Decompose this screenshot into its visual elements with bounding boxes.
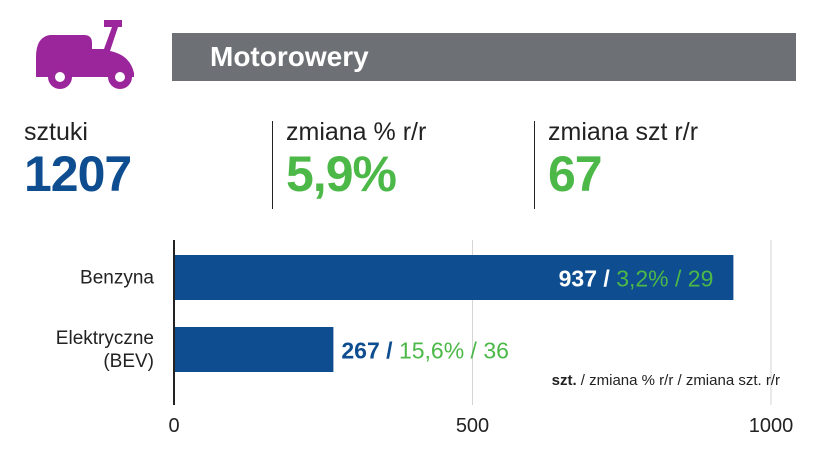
category-label: Elektryczne [56, 328, 154, 349]
stat-pct-change-label: zmiana % r/r [286, 118, 427, 146]
legend-note-rest: / zmiana % r/r / zmiana szt. r/r [576, 372, 780, 389]
stat-pct-change-value: 5,9% [286, 146, 397, 202]
stat-units-label: sztuki [24, 118, 88, 146]
stat-separator [534, 121, 535, 209]
stat-unit-change: zmiana szt r/r 67 [548, 118, 698, 203]
legend-note-units: szt. [551, 372, 577, 389]
scooter-icon [36, 20, 134, 89]
stat-separator [272, 121, 273, 209]
bar [174, 327, 334, 372]
x-tick-label: 0 [168, 415, 179, 437]
legend-note: szt. / zmiana % r/r / zmiana szt. r/r [470, 372, 780, 389]
stat-unit-change-value: 67 [548, 146, 603, 202]
stat-pct-change: zmiana % r/r 5,9% [286, 118, 426, 203]
stat-units: sztuki 1207 [24, 118, 132, 203]
data-label: 267 / 15,6% / 36 [341, 338, 509, 364]
header-title: Motorowery [210, 41, 369, 72]
category-label: Benzyna [80, 268, 154, 289]
x-tick-label: 500 [456, 415, 489, 437]
x-tick-label: 1000 [749, 415, 794, 437]
stat-units-value: 1207 [24, 146, 132, 202]
data-label: 937 / 3,2% / 29 [559, 266, 714, 292]
header-bar: Motorowery [172, 33, 796, 81]
bar [174, 255, 734, 300]
stat-unit-change-label: zmiana szt r/r [548, 118, 699, 146]
category-label: (BEV) [103, 351, 154, 372]
